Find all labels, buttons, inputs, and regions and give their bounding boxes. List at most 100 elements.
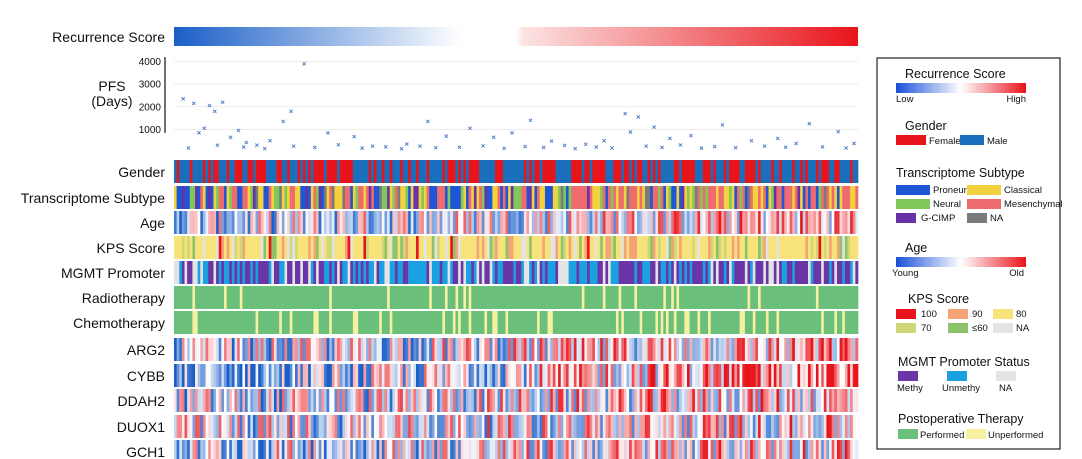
heatmap-cell <box>550 261 554 284</box>
heatmap-cell <box>676 160 680 183</box>
heatmap-cell <box>347 389 351 412</box>
heatmap-cell <box>373 389 377 412</box>
heatmap-cell <box>210 236 214 259</box>
heatmap-cell <box>765 286 769 309</box>
heatmap-cell <box>629 338 633 361</box>
heatmap-cell <box>500 311 504 334</box>
heatmap-cell <box>176 261 180 284</box>
heatmap-cell <box>452 186 456 209</box>
heatmap-cell <box>313 338 317 361</box>
heatmap-cell <box>431 261 435 284</box>
heatmap-cell <box>600 211 604 234</box>
heatmap-cell <box>608 338 612 361</box>
heatmap-cell <box>718 311 722 334</box>
heatmap-cell <box>202 186 206 209</box>
pfs-point <box>191 101 196 106</box>
heatmap-cell <box>350 389 354 412</box>
heatmap-cell <box>831 389 835 412</box>
heatmap-cell <box>773 440 777 459</box>
heatmap-cell <box>313 186 317 209</box>
heatmap-cell <box>623 311 627 334</box>
heatmap-cell <box>174 160 177 183</box>
legend-female-label: Female <box>929 136 961 147</box>
heatmap-cell <box>281 311 285 334</box>
heatmap-cell <box>537 338 541 361</box>
legend-frame <box>876 57 1061 450</box>
heatmap-cell <box>739 186 743 209</box>
pfs-point <box>202 126 207 131</box>
heatmap-cell <box>473 236 477 259</box>
heatmap-cell <box>384 186 388 209</box>
legend-kps90-label: 90 <box>972 309 983 320</box>
heatmap-cell <box>252 261 256 284</box>
heatmap-cell <box>592 211 596 234</box>
heatmap-cell <box>210 440 214 459</box>
heatmap-cell <box>550 338 554 361</box>
heatmap-cell <box>555 286 559 309</box>
heatmap-cell <box>479 211 483 234</box>
heatmap-cell <box>647 338 651 361</box>
heatmap-cell <box>705 160 709 183</box>
heatmap-cell <box>539 261 543 284</box>
heatmap-cell <box>676 364 680 387</box>
heatmap-cell <box>476 211 480 234</box>
heatmap-cell <box>576 211 580 234</box>
heatmap-cell <box>852 338 856 361</box>
heatmap-cell <box>287 236 291 259</box>
heatmap-cell <box>231 415 235 438</box>
heatmap-cell <box>808 186 811 209</box>
heatmap-cell <box>418 160 422 183</box>
heatmap-cell <box>597 286 601 309</box>
heatmap-cell <box>852 186 856 209</box>
heatmap-cell <box>500 261 504 284</box>
heatmap-cell <box>808 338 811 361</box>
heatmap-cell <box>426 186 430 209</box>
heatmap-cell <box>376 338 380 361</box>
heatmap-cell <box>563 261 567 284</box>
heatmap-cell <box>726 160 730 183</box>
heatmap-cell <box>618 261 622 284</box>
heatmap-cell <box>829 389 833 412</box>
heatmap-cell <box>368 389 372 412</box>
heatmap-cell <box>539 186 543 209</box>
heatmap-cell <box>842 389 846 412</box>
heatmap-cell <box>271 236 275 259</box>
heatmap-cell <box>308 338 312 361</box>
heatmap-cell <box>368 440 372 459</box>
heatmap-cell <box>713 338 717 361</box>
heatmap-cell <box>810 236 814 259</box>
heatmap-cell <box>334 261 338 284</box>
heatmap-cell <box>736 286 740 309</box>
heatmap-cell <box>342 261 346 284</box>
heatmap-cell <box>855 186 859 209</box>
heatmap-cell <box>245 160 249 183</box>
heatmap-cell <box>852 415 856 438</box>
heatmap-cell <box>663 236 667 259</box>
heatmap-cell <box>279 286 283 309</box>
heatmap-cell <box>381 311 385 334</box>
row-label: Transcriptome Subtype <box>21 190 165 206</box>
heatmap-cell <box>405 389 409 412</box>
heatmap-row <box>174 236 859 259</box>
heatmap-cell <box>623 186 627 209</box>
heatmap-cell <box>652 286 656 309</box>
heatmap-cell <box>776 440 780 459</box>
heatmap-cell <box>181 364 185 387</box>
heatmap-cell <box>555 389 559 412</box>
heatmap-cell <box>789 311 793 334</box>
heatmap-cell <box>292 211 296 234</box>
heatmap-cell <box>363 286 367 309</box>
heatmap-cell <box>284 389 288 412</box>
heatmap-cell <box>345 186 348 209</box>
heatmap-cell <box>763 338 767 361</box>
heatmap-cell <box>518 338 522 361</box>
heatmap-cell <box>584 311 588 334</box>
heatmap-cell <box>708 338 712 361</box>
heatmap-cell <box>613 389 617 412</box>
heatmap-cell <box>673 160 677 183</box>
heatmap-cell <box>713 415 717 438</box>
heatmap-cell <box>521 211 525 234</box>
legend-proneural-label: Proneural <box>933 185 974 196</box>
heatmap-cell <box>647 389 651 412</box>
pfs-point <box>623 111 628 116</box>
